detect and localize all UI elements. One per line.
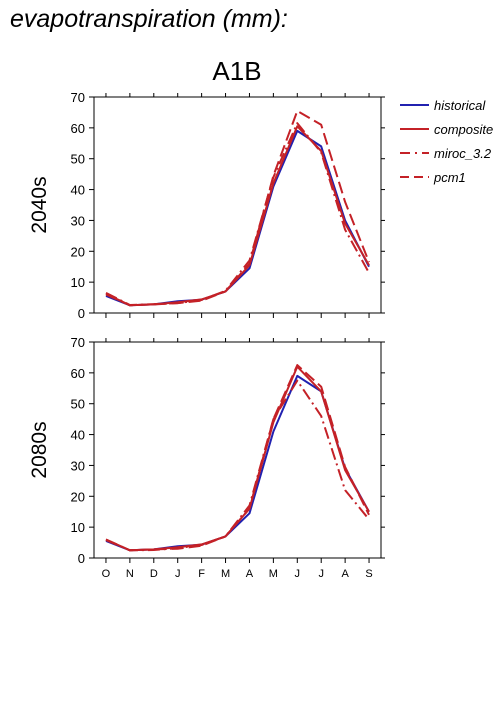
y-tick-label: 50: [71, 397, 85, 412]
x-tick-label: F: [198, 568, 205, 580]
legend: historical composite miroc_3.2 pcm1: [400, 98, 493, 185]
panel-label-2040s: 2040s: [28, 176, 51, 233]
y-tick-label: 70: [71, 90, 85, 105]
figure-heading: evapotranspiration (mm):: [10, 5, 288, 33]
y-tick-label: 30: [71, 458, 85, 473]
scenario-title: A1B: [212, 56, 261, 86]
x-tick-label: S: [365, 568, 372, 580]
legend-item-historical: historical: [400, 98, 486, 113]
plot-frame: [93, 341, 382, 559]
series-line-pcm1: [105, 364, 370, 552]
x-tick-label: A: [246, 568, 254, 580]
y-tick-label: 30: [71, 213, 85, 228]
x-tick-label: J: [318, 568, 324, 580]
panel-label-2080s: 2080s: [28, 421, 51, 478]
y-tick-label: 0: [78, 551, 85, 566]
legend-item-pcm1: pcm1: [400, 170, 466, 185]
panel-2040s: 0 10 20 30 40 50 60 70 2040s: [28, 90, 385, 321]
y-tick-label: 20: [71, 489, 85, 504]
y-tick-label: 10: [71, 275, 85, 290]
legend-label: historical: [434, 98, 486, 113]
plot-frame: [93, 96, 382, 314]
legend-label: miroc_3.2: [434, 146, 492, 161]
y-tick-label: 10: [71, 520, 85, 535]
panels: 0 10 20 30 40 50 60 70 2040s 0 10 20 30 40 50 60 70 O N D J F…: [28, 90, 385, 580]
y-tick-label: 20: [71, 244, 85, 259]
y-tick-label: 0: [78, 306, 85, 321]
x-tick-label: N: [126, 568, 134, 580]
y-tick-label: 50: [71, 152, 85, 167]
y-tick-label: 60: [71, 366, 85, 381]
x-tick-label: O: [102, 568, 111, 580]
legend-label: composite: [434, 122, 493, 137]
legend-item-composite: composite: [400, 122, 493, 137]
series-line-miroc_3.2: [105, 122, 370, 306]
x-tick-label: M: [221, 568, 230, 580]
x-tick-label: J: [175, 568, 181, 580]
legend-item-miroc_3.2: miroc_3.2: [400, 146, 492, 161]
legend-label: pcm1: [433, 170, 466, 185]
series-line-historical: [105, 374, 370, 552]
series-line-miroc_3.2: [105, 379, 370, 552]
panel-2080s: 0 10 20 30 40 50 60 70 O N D J F M A M J J A S 2080s: [28, 335, 385, 580]
x-tick-label: D: [150, 568, 158, 580]
series-line-pcm1: [105, 109, 370, 307]
y-tick-label: 60: [71, 121, 85, 136]
y-tick-label: 70: [71, 335, 85, 350]
y-tick-label: 40: [71, 183, 85, 198]
x-tick-label: M: [269, 568, 278, 580]
x-tick-label: J: [295, 568, 301, 580]
y-tick-label: 40: [71, 428, 85, 443]
x-tick-label: A: [341, 568, 349, 580]
